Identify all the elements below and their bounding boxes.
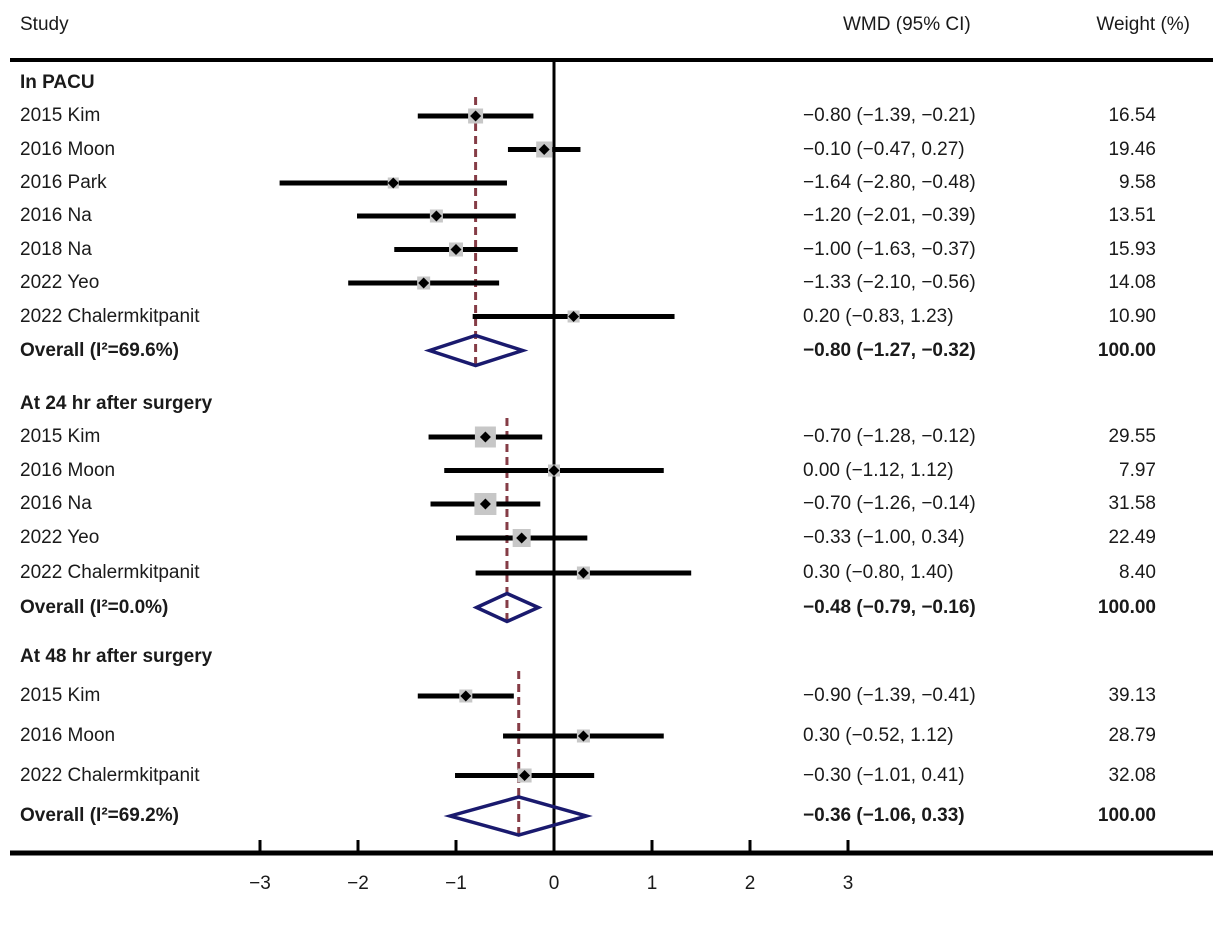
point-estimate-marker [479,498,491,510]
study-weight: 14.08 [1108,272,1156,293]
pooled-diamond [472,591,543,624]
overall-label: Overall (I²=0.0%) [20,596,169,618]
overall-weight: 100.00 [1097,805,1156,826]
study-wmd-ci: −0.30 (−1.01, 0.41) [803,764,965,786]
study-wmd-ci: 0.20 (−0.83, 1.23) [803,305,954,327]
pooled-diamond [443,795,593,837]
study-wmd-ci: −1.64 (−2.80, −0.48) [803,172,976,193]
overall-weight: 100.00 [1097,596,1156,618]
point-estimate-marker [387,177,399,189]
point-estimate-marker [479,431,491,443]
overall-weight: 100.00 [1097,339,1156,361]
study-weight: 39.13 [1108,685,1156,706]
study-label: 2015 Kim [20,105,101,126]
study-weight: 7.97 [1119,459,1156,481]
study-wmd-ci: −1.33 (−2.10, −0.56) [803,272,976,293]
subgroup-header: At 48 hr after surgery [20,646,213,667]
study-label: 2022 Yeo [20,272,100,293]
study-label: 2016 Moon [20,459,116,481]
study-label: 2015 Kim [20,685,101,706]
point-estimate-marker [568,311,580,322]
study-wmd-ci: −1.20 (−2.01, −0.39) [803,205,976,226]
study-wmd-ci: 0.30 (−0.52, 1.12) [803,725,954,746]
x-tick-label: 3 [842,873,854,894]
wmd-column-header: WMD (95% CI) [843,14,971,35]
x-tick-label: −1 [445,873,467,894]
study-weight: 13.51 [1108,205,1156,226]
study-wmd-ci: −0.10 (−0.47, 0.27) [803,138,965,160]
point-estimate-marker [450,244,462,255]
study-label: 2016 Moon [20,725,116,746]
study-weight: 15.93 [1108,238,1156,260]
point-estimate-marker [577,730,589,742]
study-label: 2016 Na [20,205,92,226]
study-label: 2018 Na [20,238,92,260]
overall-wmd-ci: −0.48 (−0.79, −0.16) [803,596,976,618]
study-label: 2016 Park [20,172,107,193]
study-weight: 16.54 [1108,105,1156,126]
study-wmd-ci: −0.80 (−1.39, −0.21) [803,105,976,126]
study-wmd-ci: 0.00 (−1.12, 1.12) [803,459,954,481]
study-weight: 8.40 [1119,562,1156,583]
study-weight: 10.90 [1108,305,1156,327]
study-weight: 32.08 [1108,764,1156,786]
study-label: 2016 Na [20,493,92,514]
x-tick-label: −3 [249,873,271,894]
point-estimate-marker [470,110,482,122]
overall-label: Overall (I²=69.2%) [20,805,179,826]
study-weight: 9.58 [1119,172,1156,193]
study-wmd-ci: −0.70 (−1.26, −0.14) [803,493,976,514]
point-estimate-marker [430,210,442,222]
study-weight: 19.46 [1108,138,1156,160]
study-column-header: Study [20,14,69,35]
pooled-diamond [423,333,529,368]
x-tick-label: −2 [347,873,369,894]
point-estimate-marker [577,567,589,579]
study-label: 2022 Chalermkitpanit [20,305,200,327]
point-estimate-marker [538,144,550,155]
x-tick-label: 0 [548,873,560,894]
study-wmd-ci: −0.70 (−1.28, −0.12) [803,426,976,447]
study-weight: 29.55 [1108,426,1156,447]
point-estimate-marker [516,532,528,544]
study-wmd-ci: −0.90 (−1.39, −0.41) [803,685,976,706]
x-tick-label: 1 [646,873,658,894]
overall-wmd-ci: −0.80 (−1.27, −0.32) [803,339,976,361]
point-estimate-marker [460,690,472,702]
study-wmd-ci: 0.30 (−0.80, 1.40) [803,562,954,583]
subgroup-header: At 24 hr after surgery [20,393,213,414]
study-weight: 28.79 [1108,725,1156,746]
study-wmd-ci: −1.00 (−1.63, −0.37) [803,238,976,260]
study-label: 2022 Chalermkitpanit [20,764,200,786]
study-wmd-ci: −0.33 (−1.00, 0.34) [803,527,965,548]
study-label: 2022 Yeo [20,527,100,548]
overall-label: Overall (I²=69.6%) [20,339,179,361]
x-tick-label: 2 [744,873,756,894]
study-weight: 31.58 [1108,493,1156,514]
study-label: 2016 Moon [20,138,116,160]
study-weight: 22.49 [1108,527,1156,548]
subgroup-header: In PACU [20,72,95,93]
weight-column-header: Weight (%) [1096,14,1190,35]
study-label: 2022 Chalermkitpanit [20,562,200,583]
overall-wmd-ci: −0.36 (−1.06, 0.33) [803,805,965,826]
study-label: 2015 Kim [20,426,101,447]
point-estimate-marker [548,465,560,476]
point-estimate-marker [519,770,531,781]
point-estimate-marker [418,277,430,289]
